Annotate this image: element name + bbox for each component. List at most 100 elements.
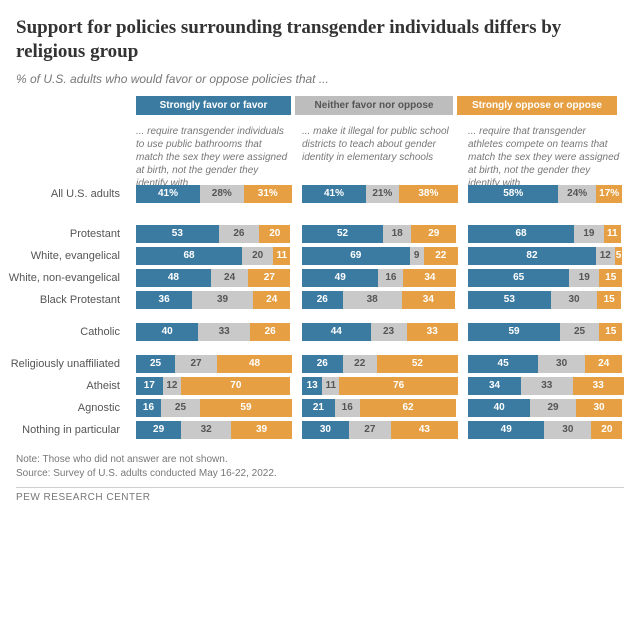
chart-body: All U.S. adultsProtestantWhite, evangeli…	[16, 125, 624, 441]
seg-favor: 13	[302, 377, 322, 395]
stacked-bar: 493020	[468, 421, 624, 439]
bar-row: 403326	[136, 321, 292, 343]
chart-note: Note: Those who did not answer are not s…	[16, 453, 624, 467]
seg-oppose: 62	[360, 399, 457, 417]
seg-neither: 27	[349, 421, 391, 439]
stacked-bar: 302743	[302, 421, 458, 439]
seg-favor: 44	[302, 323, 371, 341]
bar-row: 491634	[302, 267, 458, 289]
seg-neither: 33	[198, 323, 249, 341]
seg-neither: 32	[181, 421, 231, 439]
panel-header: ... require transgender individuals to u…	[136, 125, 292, 183]
chart-title: Support for policies surrounding transge…	[16, 16, 624, 64]
seg-neither: 22	[343, 355, 377, 373]
seg-favor: 53	[468, 291, 551, 309]
stacked-bar: 171270	[136, 377, 292, 395]
row-label: Nothing in particular	[16, 419, 126, 441]
seg-neither: 25	[161, 399, 200, 417]
bar-row: 482427	[136, 267, 292, 289]
bar-row: 41%28%31%	[136, 183, 292, 205]
seg-favor: 68	[136, 247, 242, 265]
seg-favor: 41%	[136, 185, 200, 203]
stacked-bar: 82125	[468, 247, 624, 265]
seg-favor: 29	[136, 421, 181, 439]
seg-neither: 39	[192, 291, 253, 309]
stacked-bar: 41%28%31%	[136, 185, 292, 203]
bar-row: 493020	[468, 419, 624, 441]
row-labels-column: All U.S. adultsProtestantWhite, evangeli…	[16, 125, 126, 441]
seg-oppose: 43	[391, 421, 458, 439]
stacked-bar: 131176	[302, 377, 458, 395]
seg-oppose: 33	[573, 377, 624, 395]
seg-favor: 21	[302, 399, 335, 417]
seg-favor: 58%	[468, 185, 558, 203]
seg-neither: 24	[211, 269, 248, 287]
bar-row: 262252	[302, 353, 458, 375]
legend-neither: Neither favor nor oppose	[295, 96, 453, 115]
seg-favor: 68	[468, 225, 574, 243]
seg-oppose: 38%	[399, 185, 458, 203]
stacked-bar: 293239	[136, 421, 292, 439]
bar-row: 442333	[302, 321, 458, 343]
bar-row: 533015	[468, 289, 624, 311]
seg-favor: 65	[468, 269, 569, 287]
row-label: White, non-evangelical	[16, 267, 126, 289]
legend: Strongly favor or favor Neither favor no…	[136, 96, 624, 115]
chart-subtitle: % of U.S. adults who would favor or oppo…	[16, 72, 624, 86]
seg-neither: 21%	[366, 185, 399, 203]
seg-neither: 11	[322, 377, 339, 395]
seg-favor: 45	[468, 355, 538, 373]
panel-schools: ... make it illegal for public school di…	[302, 125, 458, 441]
panel-athletes: ... require that transgender athletes co…	[468, 125, 624, 441]
seg-oppose: 76	[339, 377, 458, 395]
row-label: Catholic	[16, 321, 126, 343]
seg-neither: 25	[560, 323, 599, 341]
seg-neither: 9	[410, 247, 424, 265]
seg-favor: 59	[468, 323, 560, 341]
bar-row: 592515	[468, 321, 624, 343]
chart-source: Source: Survey of U.S. adults conducted …	[16, 467, 624, 481]
panel-header: ... require that transgender athletes co…	[468, 125, 624, 183]
bar-row: 82125	[468, 245, 624, 267]
bar-row: 532620	[136, 223, 292, 245]
seg-oppose: 52	[377, 355, 458, 373]
bar-row: 58%24%17%	[468, 183, 624, 205]
stacked-bar: 532620	[136, 225, 292, 243]
label-header-spacer	[16, 125, 126, 183]
seg-neither: 30	[544, 421, 591, 439]
row-label: White, evangelical	[16, 245, 126, 267]
row-label: Agnostic	[16, 397, 126, 419]
seg-oppose: 33	[407, 323, 458, 341]
bar-row: 402930	[468, 397, 624, 419]
stacked-bar: 58%24%17%	[468, 185, 624, 203]
seg-favor: 82	[468, 247, 596, 265]
seg-oppose: 15	[599, 269, 622, 287]
seg-oppose: 22	[424, 247, 458, 265]
bar-row: 211662	[302, 397, 458, 419]
seg-neither: 33	[521, 377, 572, 395]
seg-oppose: 11	[604, 225, 621, 243]
bar-row: 453024	[468, 353, 624, 375]
seg-neither: 24%	[558, 185, 595, 203]
seg-neither: 23	[371, 323, 407, 341]
seg-oppose: 15	[597, 291, 620, 309]
seg-neither: 16	[378, 269, 403, 287]
legend-oppose: Strongly oppose or oppose	[457, 96, 617, 115]
bar-row: 302743	[302, 419, 458, 441]
stacked-bar: 41%21%38%	[302, 185, 458, 203]
seg-oppose: 34	[403, 269, 456, 287]
brand: PEW RESEARCH CENTER	[16, 492, 624, 503]
seg-neither: 12	[163, 377, 182, 395]
bar-row: 651915	[468, 267, 624, 289]
seg-oppose: 15	[599, 323, 622, 341]
seg-oppose: 20	[259, 225, 290, 243]
seg-favor: 25	[136, 355, 175, 373]
seg-neither: 27	[175, 355, 217, 373]
row-label: Protestant	[16, 223, 126, 245]
stacked-bar: 681911	[468, 225, 624, 243]
seg-neither: 18	[383, 225, 411, 243]
stacked-bar: 403326	[136, 323, 292, 341]
seg-neither: 26	[219, 225, 260, 243]
seg-oppose: 34	[402, 291, 455, 309]
seg-favor: 52	[302, 225, 383, 243]
